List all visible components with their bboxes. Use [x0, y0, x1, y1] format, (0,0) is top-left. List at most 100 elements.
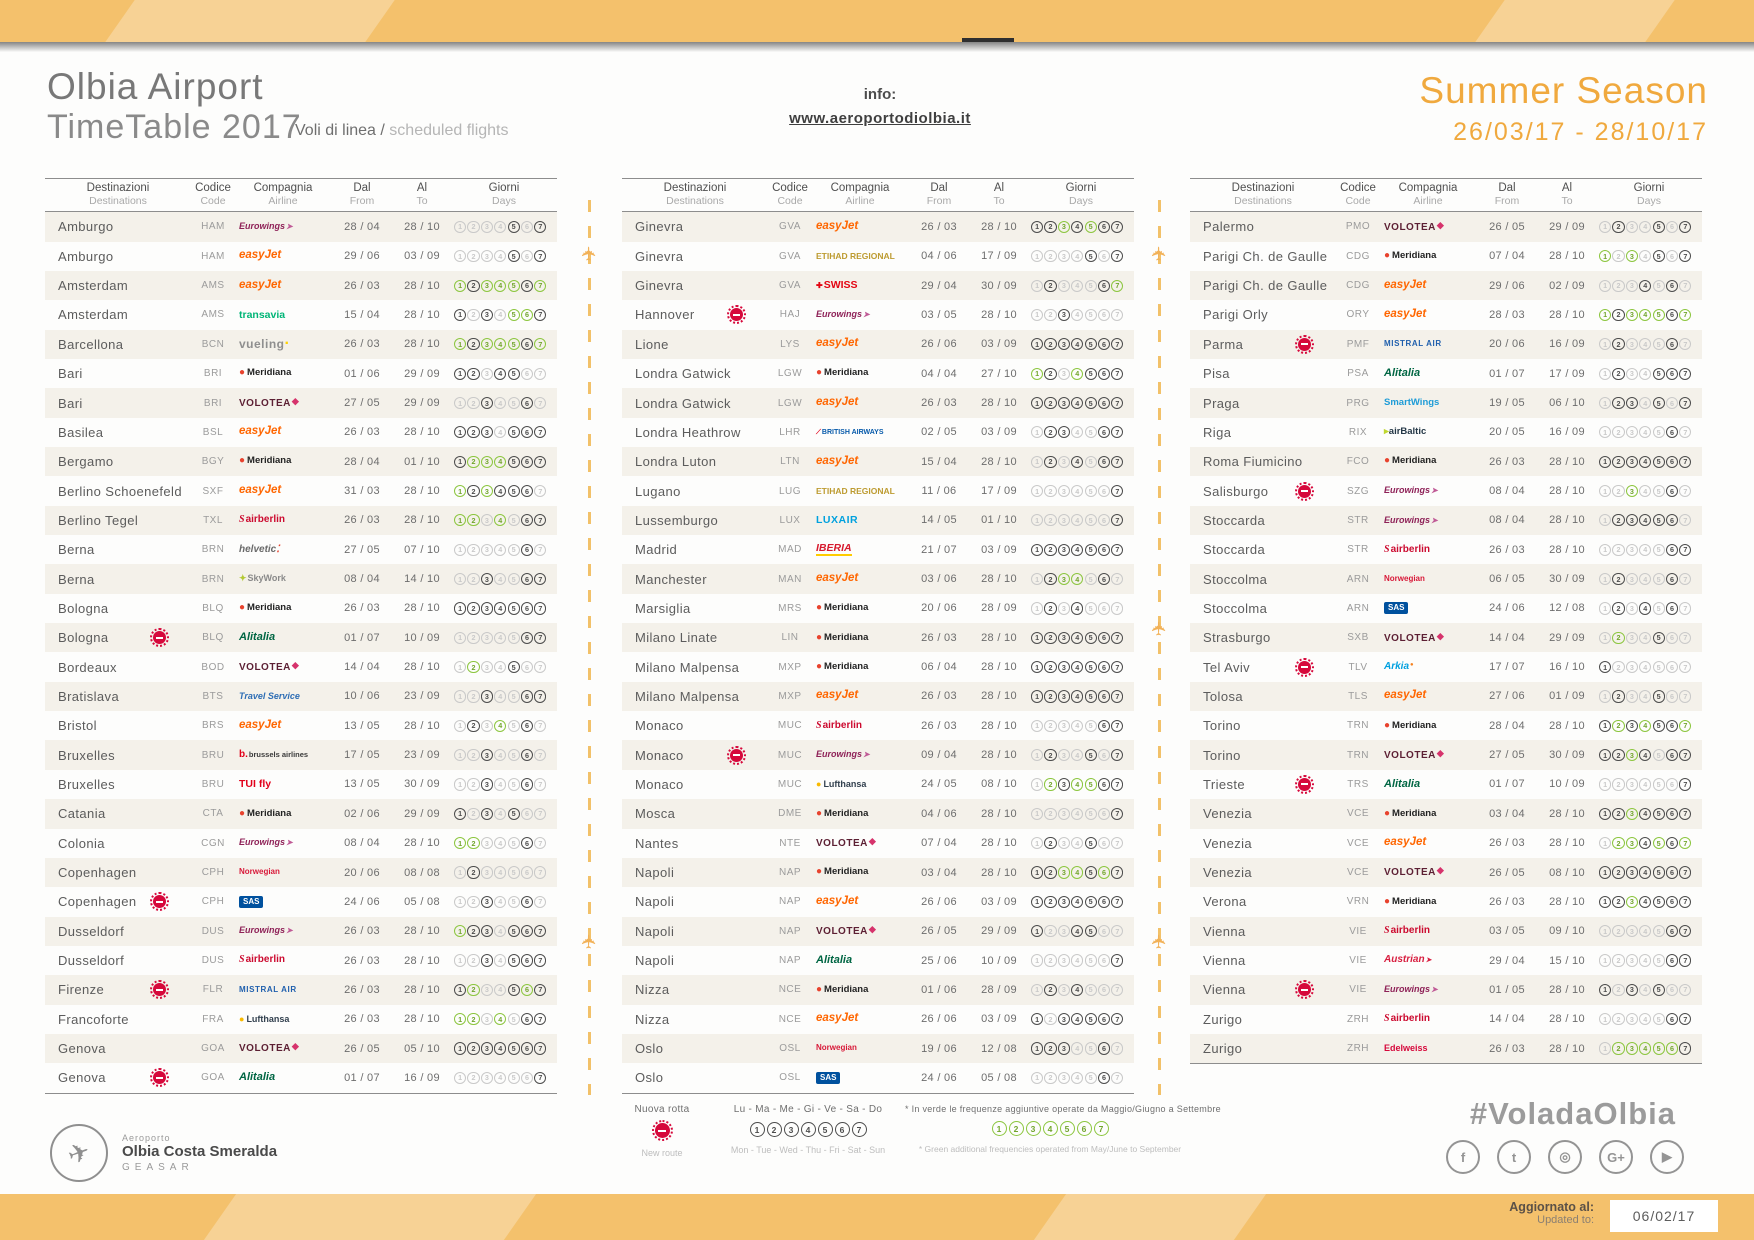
- code-cell: FCO: [1346, 456, 1370, 468]
- day-circle-7: 7: [1679, 661, 1692, 674]
- destination-name: Napoli: [635, 953, 675, 969]
- day-circle-7: 7: [534, 338, 547, 351]
- airline-logo: brussels airlines: [239, 750, 308, 760]
- day-circle-4: 4: [1639, 661, 1652, 674]
- airline-cell: Eurowings: [1380, 482, 1476, 500]
- day-circle-1: 1: [454, 279, 467, 292]
- day-circle-2: 2: [467, 866, 480, 879]
- social-icons: f t ◎ G+ ▶: [1446, 1140, 1684, 1174]
- day-circle-6: 6: [1097, 866, 1111, 879]
- airline-logo: VOLOTEA: [816, 925, 876, 937]
- day-circle-5: 5: [507, 543, 520, 556]
- destination-cell: Napoli: [622, 953, 768, 968]
- day-circle-2: 2: [1612, 778, 1625, 791]
- instagram-icon[interactable]: ◎: [1548, 1140, 1582, 1174]
- code-cell: TLS: [1348, 690, 1368, 702]
- destination-name: Ginevra: [635, 219, 684, 235]
- day-circle-4: 4: [1639, 866, 1652, 879]
- day-circle-5: 5: [507, 1042, 520, 1055]
- airline-logo: VOLOTEA: [239, 661, 299, 673]
- column-header-italian: Giorni: [1065, 182, 1097, 194]
- day-circle-4: 4: [494, 631, 507, 644]
- airline-cell: Meridiana: [1380, 805, 1476, 823]
- destination-cell: Madrid: [622, 542, 768, 557]
- airline-cell: SAS: [235, 893, 331, 911]
- destination-name: Milano Linate: [635, 630, 718, 646]
- day-circle-3: 3: [1625, 367, 1638, 380]
- day-circle-5: 5: [507, 308, 520, 322]
- airline-logo: VOLOTEA: [1384, 866, 1444, 878]
- day-circle-2: 2: [1044, 661, 1057, 674]
- destination-cell: Napoli: [622, 865, 768, 880]
- airline-cell: airberlin: [235, 952, 331, 970]
- to-date-cell: 28 / 10: [404, 954, 440, 967]
- destination-name: Colonia: [58, 835, 105, 851]
- day-circle-4: 4: [494, 514, 507, 527]
- google-plus-icon[interactable]: G+: [1599, 1140, 1633, 1174]
- day-circle-2: 2: [1612, 396, 1625, 410]
- airline-cell: SWISS: [812, 277, 908, 295]
- destination-cell: Lussemburgo: [622, 513, 768, 528]
- day-circle-3: 3: [480, 279, 493, 292]
- day-circle-6: 6: [1665, 308, 1679, 322]
- destination-name: Ginevra: [635, 248, 684, 264]
- airline-cell: easyJet: [235, 423, 331, 441]
- destination-name: Berlino Schoenefeld: [58, 483, 182, 499]
- day-circle-6: 6: [1097, 837, 1111, 850]
- season-title: Summer Season: [1419, 70, 1708, 111]
- day-circle-4: 4: [1639, 1013, 1652, 1026]
- to-date-cell: 12 / 08: [981, 1042, 1017, 1055]
- day-circle-2: 2: [1612, 690, 1625, 703]
- code-cell: BRI: [203, 397, 223, 409]
- column-header-italian: Al: [993, 182, 1005, 194]
- from-date-cell: 26 / 03: [921, 220, 957, 233]
- day-circle-5: 5: [1652, 661, 1665, 674]
- day-circle-2: 2: [467, 572, 480, 586]
- airline-logo: easyJet: [816, 454, 859, 467]
- day-circle-6: 6: [1665, 396, 1679, 410]
- day-circle-6: 6: [1665, 749, 1679, 762]
- from-date-cell: 03 / 04: [921, 866, 957, 879]
- destination-cell: Lugano: [622, 484, 768, 499]
- airline-logo: Eurowings: [1384, 486, 1438, 495]
- youtube-icon[interactable]: ▶: [1650, 1140, 1684, 1174]
- day-circle-6: 6: [1097, 925, 1111, 938]
- to-date-cell: 01 / 09: [1549, 690, 1585, 703]
- day-circle-1: 1: [1599, 983, 1612, 996]
- day-circle-3: 3: [480, 543, 493, 556]
- facebook-icon[interactable]: f: [1446, 1140, 1480, 1174]
- legend-green-italian: * In verde le frequenze aggiuntive opera…: [905, 1104, 1221, 1114]
- day-circle-5: 5: [507, 484, 520, 498]
- day-circle-6: 6: [1097, 807, 1111, 820]
- day-circle-1: 1: [454, 543, 467, 556]
- destination-cell: Lione: [622, 337, 768, 352]
- day-circle-2: 2: [1612, 631, 1625, 644]
- day-circle-4: 4: [1071, 220, 1084, 234]
- info-url-link[interactable]: www.aeroportodiolbia.it: [789, 110, 971, 127]
- to-date-cell: 28 / 10: [404, 983, 440, 996]
- day-circle-3: 3: [1625, 572, 1638, 586]
- table-row: Praga PRG SmartWings 19 / 05 06 / 10 1 2 3 4 5 6 7: [1190, 388, 1702, 418]
- day-circle-4: 4: [494, 719, 507, 732]
- day-circle-2: 2: [467, 925, 480, 938]
- destination-cell: Amsterdam: [45, 278, 191, 293]
- band-shadow: [0, 42, 1754, 54]
- airline-cell: easyJet: [1380, 834, 1476, 852]
- to-date-cell: 28 / 10: [404, 485, 440, 498]
- code-cell: FLR: [202, 984, 224, 996]
- day-circle-3: 3: [480, 837, 493, 850]
- day-circle-7: 7: [1111, 1013, 1124, 1026]
- day-circle-5: 5: [1084, 895, 1097, 908]
- updated-english: Updated to:: [1537, 1214, 1594, 1226]
- day-circle-3: 3: [1625, 1042, 1638, 1055]
- table-row: Amsterdam AMS easyJet 26 / 03 28 / 10 1 2 3 4 5 6 7: [45, 270, 557, 301]
- twitter-icon[interactable]: t: [1497, 1140, 1531, 1174]
- from-date-cell: 26 / 03: [344, 602, 380, 615]
